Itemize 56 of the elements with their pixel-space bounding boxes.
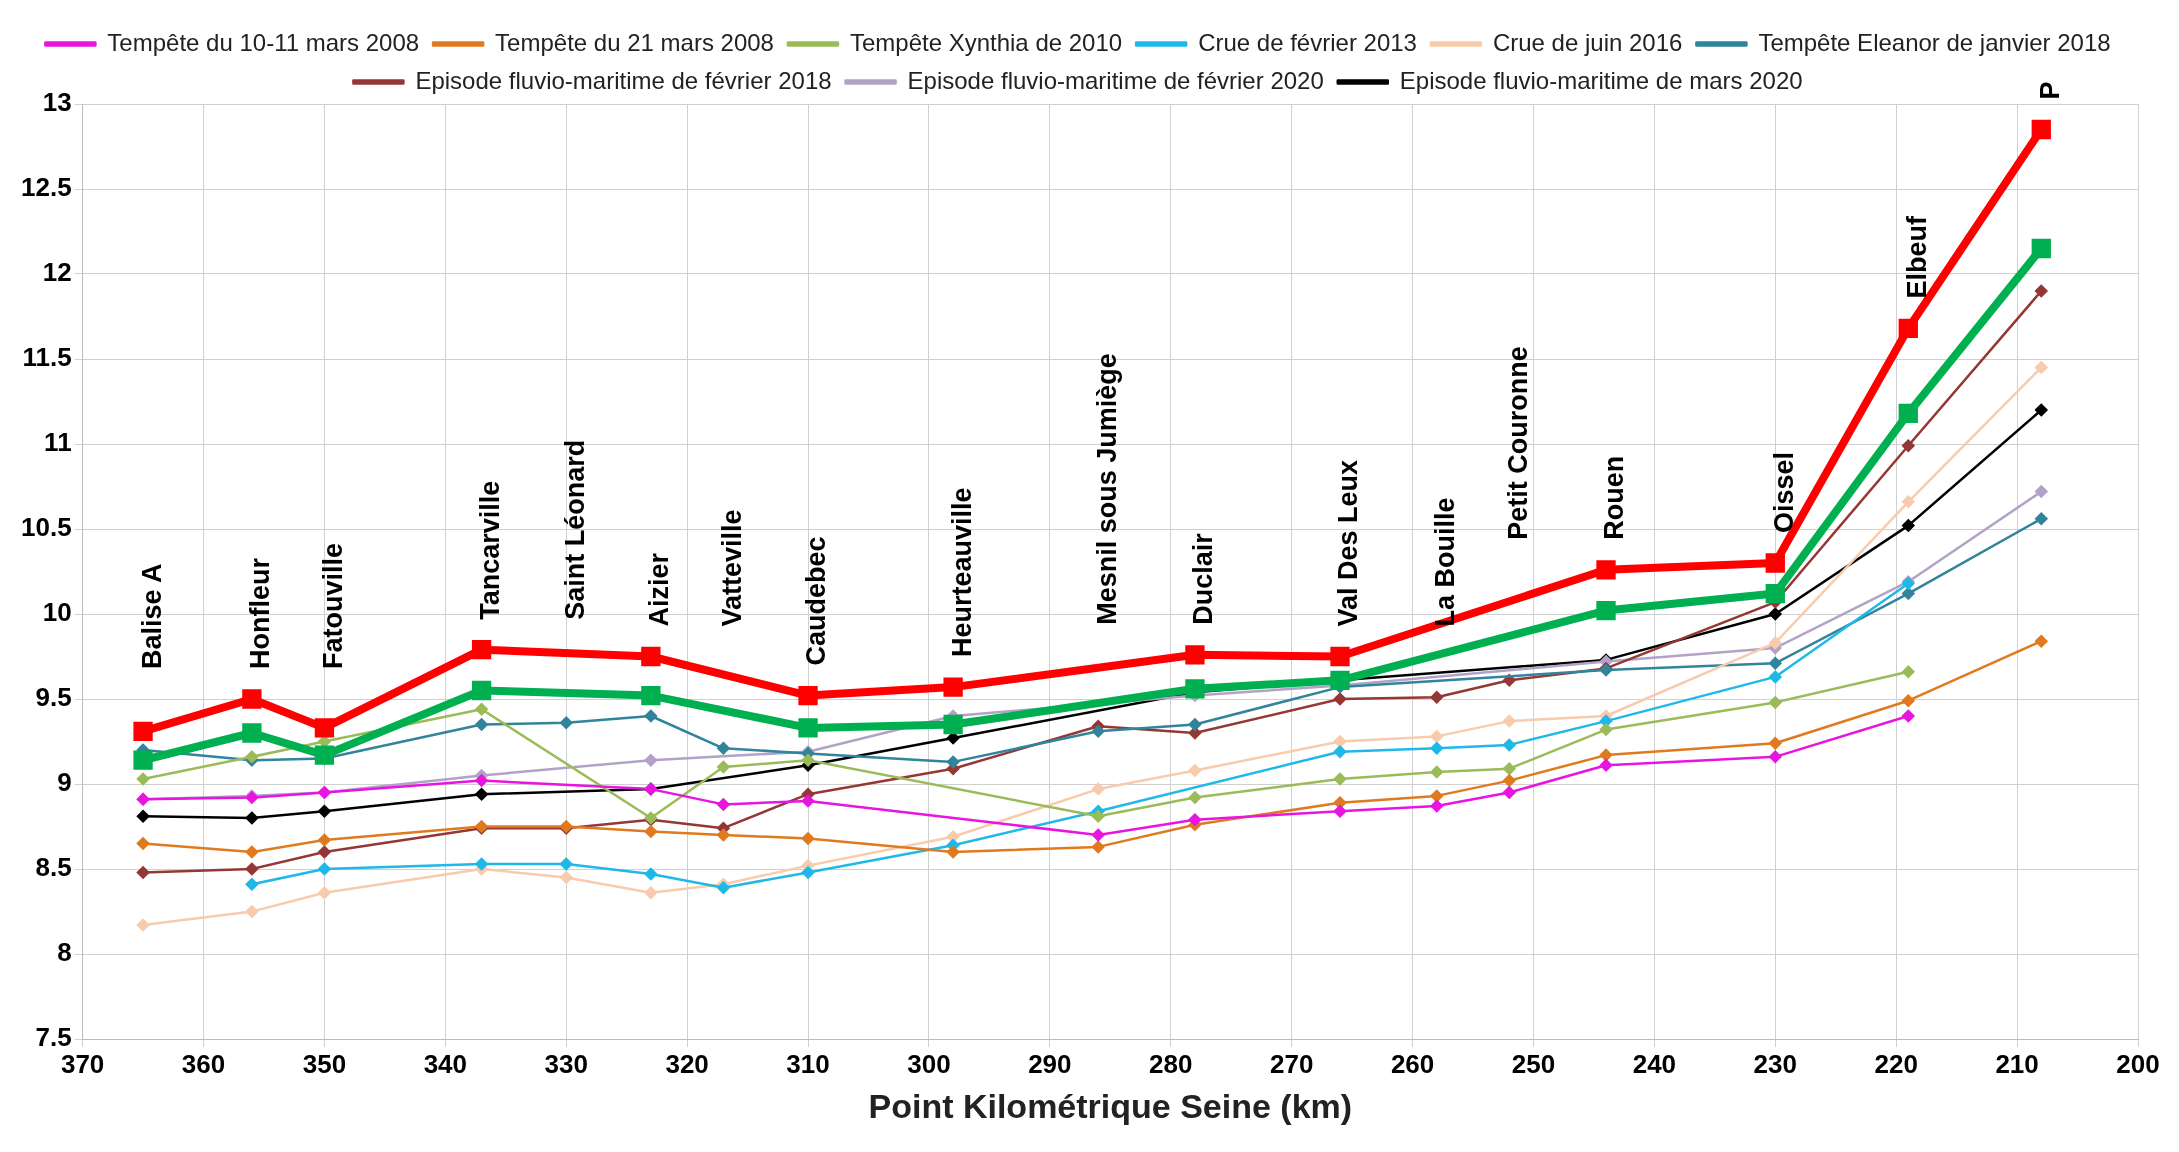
legend-label: Tempête Xynthia de 2010	[849, 28, 1123, 56]
y-tick-label: 12	[42, 257, 72, 288]
y-tick-label: 9	[57, 767, 72, 798]
annotation: Mesnil sous Jumiège	[1091, 353, 1122, 625]
x-tick-label: 320	[665, 1048, 709, 1079]
annotation: Val Des Leux	[1333, 459, 1364, 627]
y-tick-label: 11.5	[22, 342, 72, 373]
x-tick-label: 350	[302, 1048, 347, 1079]
x-tick-label: 200	[2116, 1048, 2160, 1079]
x-tick-label: 210	[1995, 1048, 2039, 1079]
annotation: Elbeuf	[1901, 214, 1932, 299]
annotation: Fatouville	[317, 542, 348, 669]
annotation: Rouen	[1599, 455, 1630, 540]
x-tick-label: 330	[544, 1048, 588, 1079]
legend-label: Crue de juin 2016	[1492, 28, 1683, 56]
annotation: Duclair	[1188, 532, 1219, 625]
annotation: Vatteville	[716, 509, 747, 627]
x-tick-label: 220	[1874, 1048, 1918, 1079]
legend-label: Tempête Eleanor de janvier 2018	[1758, 28, 2111, 56]
x-tick-label: 290	[1028, 1048, 1072, 1079]
legend-label: Episode fluvio-maritime de février 2018	[415, 66, 832, 94]
x-tick-label: 360	[181, 1048, 226, 1079]
x-tick-label: 240	[1632, 1048, 1677, 1079]
legend-label: Tempête du 10-11 mars 2008	[107, 28, 420, 56]
y-tick-label: 9.5	[35, 682, 72, 713]
annotation: Honfleur	[245, 557, 276, 669]
y-tick-label: 8	[57, 937, 72, 968]
legend-label: Episode fluvio-maritime de mars 2020	[1399, 66, 1803, 94]
x-tick-label: 300	[907, 1048, 951, 1079]
annotation: La Bouille	[1430, 497, 1461, 627]
y-tick-label: 8.5	[35, 852, 72, 883]
annotation: Petit Couronne	[1502, 346, 1533, 540]
annotation: Balise A	[136, 563, 167, 669]
x-tick-label: 340	[423, 1048, 468, 1079]
text: P	[2034, 81, 2065, 100]
x-tick-label: 280	[1149, 1048, 1193, 1079]
legend-label: Crue de février 2013	[1198, 28, 1417, 56]
y-tick-label: 10	[42, 597, 72, 628]
legend-label: Episode fluvio-maritime de février 2020	[907, 66, 1324, 94]
annotation: Saint Léonard	[559, 439, 590, 620]
x-axis-title: Point Kilométrique Seine (km)	[868, 1086, 1353, 1125]
x-tick-label: 270	[1269, 1048, 1314, 1079]
x-tick-label: 230	[1753, 1048, 1797, 1079]
x-tick-label: 310	[786, 1048, 830, 1079]
annotation: Aizier	[644, 552, 675, 627]
annotation: Oissel	[1768, 451, 1799, 533]
y-tick-label: 11	[44, 427, 72, 458]
y-tick-label: 12.5	[20, 172, 72, 203]
x-tick-label: 250	[1511, 1048, 1556, 1079]
y-tick-label: 10.5	[20, 512, 72, 543]
annotation: Tancarville	[475, 480, 506, 620]
annotation: Caudebec	[801, 536, 832, 666]
x-tick-label: 260	[1390, 1048, 1435, 1079]
annotation: Heurteauville	[946, 487, 977, 658]
y-tick-label: 13	[42, 87, 72, 118]
legend-label: Tempête du 21 mars 2008	[495, 28, 774, 56]
